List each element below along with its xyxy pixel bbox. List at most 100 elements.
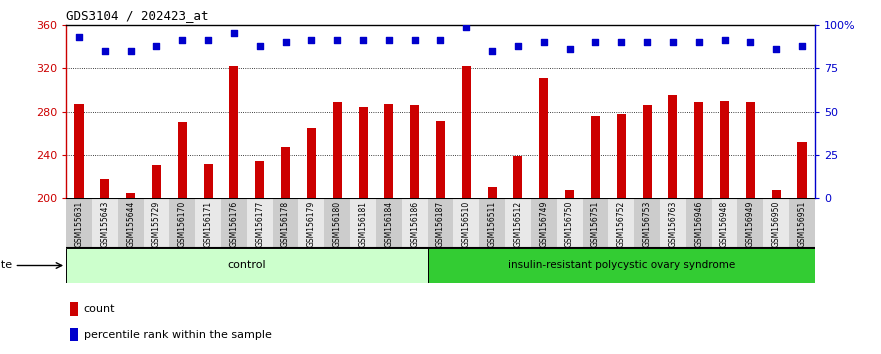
Text: GSM156950: GSM156950: [772, 201, 781, 247]
Bar: [307, 128, 316, 198]
Point: [381, 38, 396, 43]
Bar: [565, 190, 574, 198]
Bar: [685, 198, 712, 248]
Text: GSM156951: GSM156951: [797, 201, 806, 247]
Text: GSM156753: GSM156753: [642, 201, 652, 247]
Text: GSM156948: GSM156948: [720, 201, 729, 247]
Point: [72, 34, 86, 40]
Bar: [350, 198, 376, 248]
Text: insulin-resistant polycystic ovary syndrome: insulin-resistant polycystic ovary syndr…: [507, 261, 735, 270]
Bar: [642, 105, 652, 198]
Bar: [427, 198, 454, 248]
Text: GSM156178: GSM156178: [281, 201, 290, 247]
Bar: [333, 102, 342, 198]
Bar: [531, 198, 557, 248]
Bar: [660, 198, 685, 248]
Bar: [204, 164, 212, 198]
Text: GSM155729: GSM155729: [152, 201, 161, 247]
Bar: [609, 198, 634, 248]
Bar: [196, 198, 221, 248]
Bar: [376, 198, 402, 248]
Bar: [694, 102, 703, 198]
Bar: [359, 107, 367, 198]
Text: GSM156763: GSM156763: [669, 201, 677, 247]
Bar: [411, 105, 419, 198]
Point: [485, 48, 500, 53]
Text: control: control: [227, 261, 266, 270]
Point: [640, 39, 654, 45]
Bar: [100, 179, 109, 198]
Point: [330, 38, 344, 43]
Bar: [789, 198, 815, 248]
Bar: [75, 104, 84, 198]
Bar: [591, 116, 600, 198]
Bar: [479, 198, 505, 248]
Text: GSM156949: GSM156949: [746, 201, 755, 247]
Text: GSM156176: GSM156176: [229, 201, 239, 247]
Point: [304, 38, 318, 43]
Text: GSM156510: GSM156510: [462, 201, 470, 247]
Bar: [557, 198, 582, 248]
Point: [433, 38, 448, 43]
Text: GSM155644: GSM155644: [126, 201, 135, 247]
Bar: [617, 114, 626, 198]
Bar: [427, 248, 815, 283]
Text: GSM156186: GSM156186: [411, 201, 419, 247]
Text: GSM156752: GSM156752: [617, 201, 626, 247]
Text: GSM156512: GSM156512: [514, 201, 522, 247]
Bar: [797, 142, 806, 198]
Bar: [746, 102, 755, 198]
Point: [123, 48, 137, 53]
Bar: [454, 198, 479, 248]
Point: [356, 38, 370, 43]
Bar: [539, 78, 548, 198]
Text: GSM156187: GSM156187: [436, 201, 445, 247]
Bar: [144, 198, 169, 248]
Text: GSM156184: GSM156184: [384, 201, 393, 247]
Bar: [384, 104, 394, 198]
Bar: [487, 187, 497, 198]
Bar: [299, 198, 324, 248]
Bar: [70, 328, 78, 341]
Point: [795, 43, 809, 48]
Bar: [462, 66, 470, 198]
Bar: [247, 198, 272, 248]
Bar: [634, 198, 660, 248]
Text: disease state: disease state: [0, 261, 11, 270]
Point: [150, 43, 164, 48]
Point: [589, 39, 603, 45]
Bar: [436, 121, 445, 198]
Bar: [505, 198, 531, 248]
Bar: [763, 198, 789, 248]
Text: GSM156181: GSM156181: [359, 201, 367, 247]
Point: [253, 43, 267, 48]
Bar: [272, 198, 299, 248]
Text: GSM156177: GSM156177: [255, 201, 264, 247]
Bar: [281, 147, 290, 198]
Point: [537, 39, 551, 45]
Text: GSM155643: GSM155643: [100, 201, 109, 247]
Bar: [92, 198, 118, 248]
Bar: [712, 198, 737, 248]
Bar: [126, 193, 135, 198]
Bar: [169, 198, 196, 248]
Text: GSM156750: GSM156750: [565, 201, 574, 247]
Bar: [737, 198, 763, 248]
Text: count: count: [84, 304, 115, 314]
Bar: [255, 161, 264, 198]
Bar: [66, 248, 427, 283]
Text: GSM156171: GSM156171: [204, 201, 212, 247]
Point: [511, 43, 525, 48]
Text: GSM156751: GSM156751: [591, 201, 600, 247]
Text: GSM156179: GSM156179: [307, 201, 316, 247]
Bar: [70, 302, 78, 315]
Point: [459, 24, 473, 29]
Text: GSM156180: GSM156180: [333, 201, 342, 247]
Point: [769, 46, 783, 52]
Point: [717, 38, 731, 43]
Text: GDS3104 / 202423_at: GDS3104 / 202423_at: [66, 9, 209, 22]
Bar: [324, 198, 350, 248]
Bar: [152, 165, 161, 198]
Point: [408, 38, 422, 43]
Bar: [118, 198, 144, 248]
